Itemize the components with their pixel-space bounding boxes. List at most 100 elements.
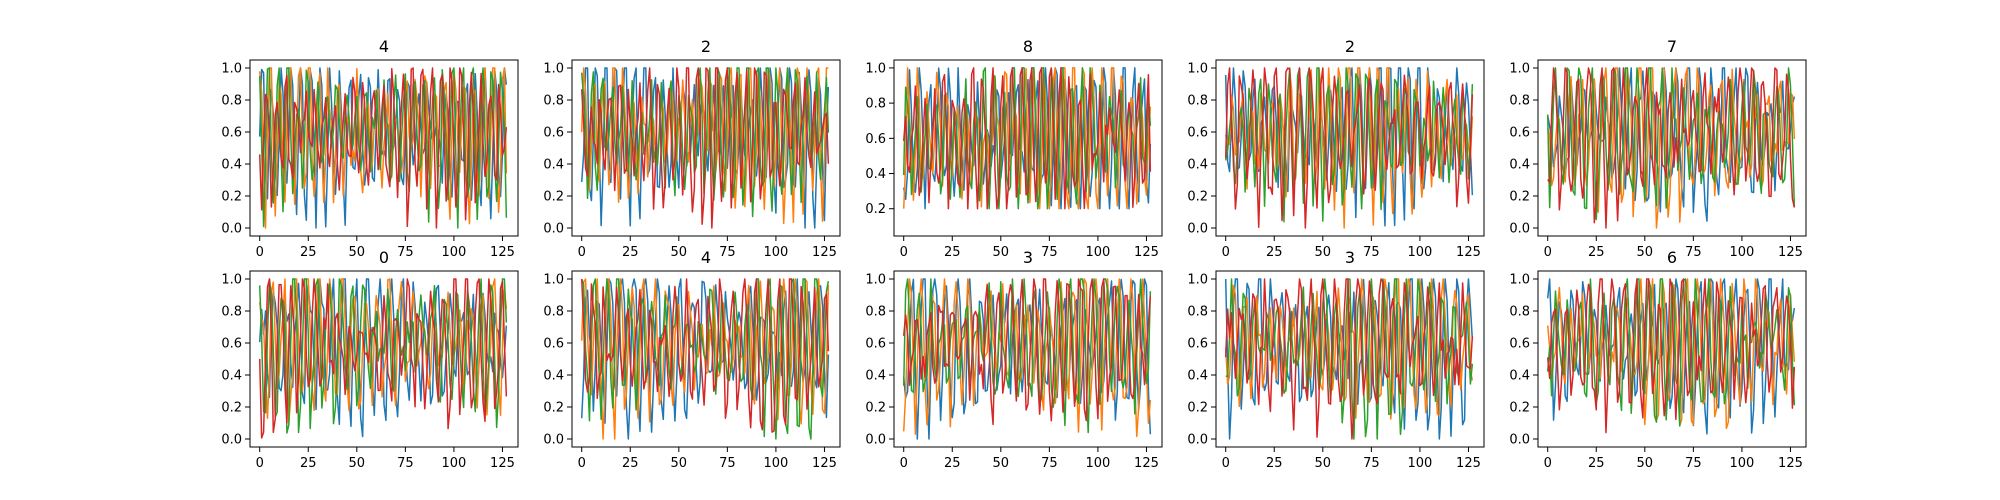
- y-tick-label: 0.4: [1187, 369, 1208, 384]
- subplot-5: 7 0 25 50 75 100 125 0.0 0.2 0.4 0.6 0.8 1.0: [1509, 37, 1807, 260]
- series-line-4: [1547, 67, 1796, 229]
- y-tick-label: 0.8: [865, 97, 886, 112]
- x-tick-label: 0: [900, 456, 908, 471]
- axes-frame: [893, 59, 1163, 237]
- series-line-4: [258, 67, 508, 229]
- x-tick-label: 50: [349, 456, 366, 471]
- series-line-3: [902, 278, 1152, 434]
- x-tick-label: 125: [1456, 245, 1481, 260]
- subplot-4: 2 0 25 50 75 100 125 0.0 0.2 0.4 0.6 0.8 1.0: [1187, 37, 1485, 260]
- axes-frame: [1537, 270, 1807, 448]
- subplot-2: 2 0 25 50 75 100 125 0.0 0.2 0.4 0.6 0.8 1.0: [543, 37, 841, 260]
- x-tick-label: 0: [1222, 245, 1230, 260]
- subplot-title: 6: [1667, 248, 1677, 267]
- y-tick-label: 0.6: [1187, 337, 1208, 352]
- subplot-6: 0 0 25 50 75 100 125 0.0 0.2 0.4 0.6 0.8 1.0: [221, 248, 519, 471]
- y-tick-label: 0.8: [1187, 94, 1208, 109]
- y-tick-label: 0.8: [543, 305, 564, 320]
- y-tick-label: 0.0: [1187, 433, 1208, 448]
- x-tick-label: 25: [944, 456, 961, 471]
- x-tick-label: 50: [993, 456, 1010, 471]
- series-line-4: [580, 278, 830, 433]
- y-tick-label: 1.0: [221, 62, 242, 77]
- x-tick-label: 75: [1363, 245, 1380, 260]
- x-tick-label: 0: [256, 245, 264, 260]
- x-tick-label: 125: [1456, 456, 1481, 471]
- x-tick-label: 125: [812, 456, 837, 471]
- x-tick-label: 125: [1134, 456, 1159, 471]
- y-tick-label: 0.6: [221, 126, 242, 141]
- axes-frame: [893, 270, 1163, 448]
- x-tick-label: 100: [1729, 456, 1754, 471]
- subplot-9: 3 0 25 50 75 100 125 0.0 0.2 0.4 0.6 0.8 1.0: [1187, 248, 1485, 471]
- y-tick-label: 1.0: [1187, 62, 1208, 77]
- series-line-2: [902, 278, 1152, 438]
- series-line-2: [902, 67, 1152, 210]
- y-tick-label: 0.4: [543, 369, 564, 384]
- x-tick-label: 25: [622, 245, 639, 260]
- x-tick-label: 50: [1315, 245, 1332, 260]
- series-line-4: [580, 67, 830, 229]
- subplot-title: 8: [1023, 37, 1033, 56]
- x-tick-label: 125: [490, 456, 515, 471]
- y-tick-label: 0.8: [865, 305, 886, 320]
- x-tick-label: 75: [1685, 456, 1702, 471]
- subplot-title: 2: [701, 37, 711, 56]
- y-tick-label: 0.4: [221, 158, 242, 173]
- y-tick-label: 0.6: [543, 126, 564, 141]
- y-tick-label: 1.0: [221, 273, 242, 288]
- subplot-1: 4 0 25 50 75 100 125 0.0 0.2 0.4 0.6 0.8 1.0: [221, 37, 519, 260]
- y-tick-label: 0.0: [221, 433, 242, 448]
- x-tick-label: 125: [812, 245, 837, 260]
- series-line-4: [902, 278, 1152, 426]
- x-tick-label: 0: [578, 245, 586, 260]
- x-tick-label: 100: [1407, 456, 1432, 471]
- y-tick-label: 0.8: [1509, 94, 1530, 109]
- x-tick-label: 50: [671, 456, 688, 471]
- y-tick-label: 0.2: [865, 202, 886, 217]
- y-tick-label: 0.6: [865, 132, 886, 147]
- y-tick-label: 1.0: [543, 62, 564, 77]
- x-tick-label: 75: [1041, 456, 1058, 471]
- x-tick-label: 75: [1041, 245, 1058, 260]
- y-tick-label: 0.6: [1509, 126, 1530, 141]
- subplot-title: 4: [701, 248, 711, 267]
- x-tick-label: 50: [993, 245, 1010, 260]
- series-line-3: [581, 278, 830, 440]
- x-tick-label: 100: [1085, 245, 1110, 260]
- y-tick-label: 0.0: [221, 222, 242, 237]
- y-tick-label: 0.6: [221, 337, 242, 352]
- y-tick-label: 0.2: [865, 401, 886, 416]
- subplot-8: 3 0 25 50 75 100 125 0.0 0.2 0.4 0.6 0.8 1.0: [865, 248, 1163, 471]
- series-line-4: [1224, 67, 1474, 229]
- x-tick-label: 25: [1588, 456, 1605, 471]
- x-tick-label: 0: [578, 456, 586, 471]
- x-tick-label: 100: [1729, 245, 1754, 260]
- x-tick-label: 25: [1588, 245, 1605, 260]
- x-tick-label: 25: [622, 456, 639, 471]
- x-tick-label: 25: [1266, 245, 1283, 260]
- x-tick-label: 0: [1544, 245, 1552, 260]
- y-tick-label: 0.0: [543, 222, 564, 237]
- y-tick-label: 0.6: [1187, 126, 1208, 141]
- x-tick-label: 50: [1637, 456, 1654, 471]
- y-tick-label: 1.0: [1187, 273, 1208, 288]
- series-line-2: [1546, 67, 1796, 229]
- y-tick-label: 0.4: [865, 369, 886, 384]
- y-tick-label: 0.2: [1509, 401, 1530, 416]
- subplot-title: 3: [1345, 248, 1355, 267]
- y-tick-label: 1.0: [1509, 273, 1530, 288]
- series-line-1: [580, 278, 830, 440]
- y-tick-label: 0.2: [221, 190, 242, 205]
- x-tick-label: 75: [1363, 456, 1380, 471]
- axes-frame: [1537, 59, 1807, 237]
- y-tick-label: 1.0: [1509, 62, 1530, 77]
- x-tick-label: 100: [441, 245, 466, 260]
- x-tick-label: 75: [1685, 245, 1702, 260]
- x-tick-label: 0: [1544, 456, 1552, 471]
- y-tick-label: 0.4: [543, 158, 564, 173]
- x-tick-label: 100: [441, 456, 466, 471]
- subplot-3: 8 0 25 50 75 100 125 0.2 0.4 0.6 0.8 1.0: [865, 37, 1163, 260]
- y-tick-label: 0.8: [1509, 305, 1530, 320]
- y-tick-label: 0.0: [1509, 222, 1530, 237]
